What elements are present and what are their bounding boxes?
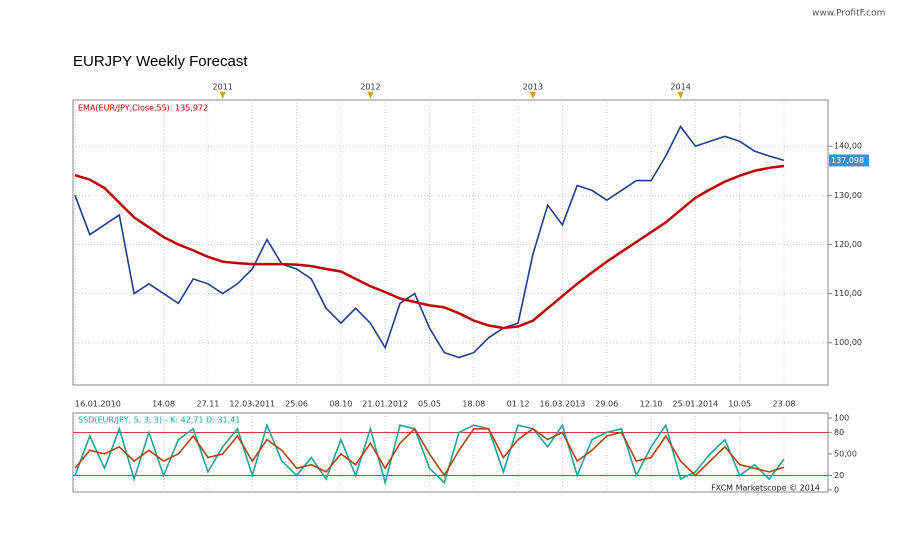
- ema-legend: EMA(EUR/JPY,Close,55): 135,972: [78, 104, 208, 113]
- watermark: www.ProfitF.com: [812, 9, 885, 19]
- x-tick-label: 18.08: [462, 400, 485, 409]
- x-tick-label: 16.01.2010: [75, 400, 121, 409]
- x-tick-label: 08.10: [329, 400, 352, 409]
- x-tick-label: 16.03.2013: [540, 400, 586, 409]
- x-tick-label: 25.06: [285, 400, 308, 409]
- year-label: 2013: [523, 83, 543, 92]
- y-tick-label: 100: [834, 414, 849, 423]
- x-tick-label: 21.01.2012: [362, 400, 408, 409]
- y-tick-label: 120,00: [834, 240, 862, 249]
- x-tick-label: 29.06: [595, 400, 618, 409]
- y-tick-label: 100,00: [834, 338, 862, 347]
- price-panel: [72, 99, 829, 386]
- year-marker: [529, 92, 536, 99]
- oscillator-title: SSD(EUR/JPY, 5, 3, 3) - K: 42,71 D: 31,4…: [78, 416, 240, 425]
- x-tick-label: 01.12: [507, 400, 530, 409]
- y-tick-label: 50,00: [834, 449, 857, 458]
- x-tick-label: 12.10: [640, 400, 663, 409]
- x-tick-label: 27.11: [196, 400, 219, 409]
- y-tick-label: 130,00: [834, 191, 862, 200]
- year-marker: [677, 92, 684, 99]
- x-tick-label: 25.01.2014: [672, 400, 718, 409]
- y-tick-label: 0: [834, 485, 839, 494]
- series-line: [74, 422, 785, 486]
- page-title: EURJPY Weekly Forecast: [73, 53, 248, 70]
- x-tick-label: 14.08: [152, 400, 175, 409]
- series-line: [74, 124, 785, 359]
- price-tag: [829, 154, 869, 167]
- year-label: 2012: [360, 83, 380, 92]
- price-tag-label: 137,098: [831, 156, 864, 165]
- y-tick-label: 20: [834, 471, 844, 480]
- y-tick-label: 110,00: [834, 289, 862, 298]
- y-tick-label: 140,00: [834, 142, 862, 151]
- x-tick-label: 10.05: [728, 400, 751, 409]
- year-marker: [219, 92, 226, 99]
- year-marker: [367, 92, 374, 99]
- year-label: 2011: [213, 83, 233, 92]
- x-tick-label: 12.03.2011: [229, 400, 275, 409]
- series-line: [74, 427, 785, 477]
- series-line: [74, 164, 785, 330]
- oscillator-panel: [72, 412, 829, 493]
- year-label: 2014: [670, 83, 690, 92]
- y-tick-label: 80: [834, 428, 844, 437]
- x-tick-label: 23.08: [773, 400, 796, 409]
- x-tick-label: 05.05: [418, 400, 441, 409]
- credit: FXCM Marketscope © 2014: [711, 484, 820, 493]
